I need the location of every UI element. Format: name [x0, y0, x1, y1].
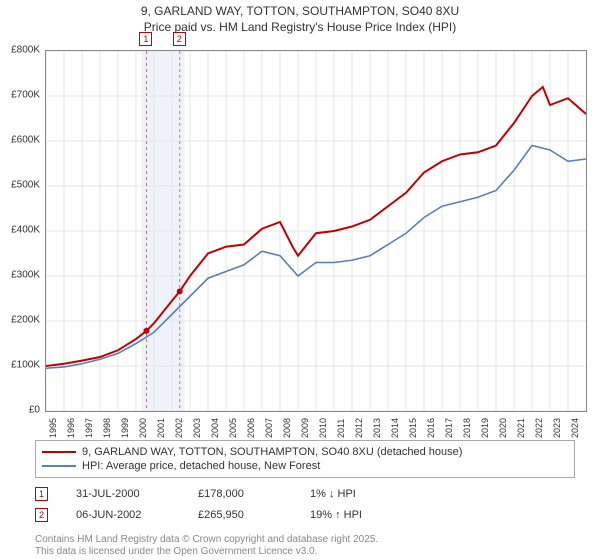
transaction-date-2: 06-JUN-2002 — [76, 509, 176, 521]
x-tick-label: 2005 — [228, 418, 238, 438]
y-tick-label: £600K — [11, 135, 40, 146]
legend-label-price-paid: 9, GARLAND WAY, TOTTON, SOUTHAMPTON, SO4… — [82, 446, 462, 458]
transaction-delta-2: 19% ↑ HPI — [310, 509, 400, 521]
x-tick-label: 2016 — [426, 418, 436, 438]
transaction-delta-1: 1% ↓ HPI — [310, 488, 400, 500]
x-tick-label: 2006 — [246, 418, 256, 438]
x-tick-label: 2023 — [552, 418, 562, 438]
price-marker: 1 — [139, 32, 152, 46]
transaction-price-1: £178,000 — [198, 488, 288, 500]
y-tick-label: £500K — [11, 180, 40, 191]
x-tick-label: 2022 — [534, 418, 544, 438]
credit-line-2: This data is licensed under the Open Gov… — [35, 546, 317, 557]
legend-swatch-price-paid — [42, 451, 76, 453]
legend: 9, GARLAND WAY, TOTTON, SOUTHAMPTON, SO4… — [35, 440, 575, 478]
legend-item-price-paid: 9, GARLAND WAY, TOTTON, SOUTHAMPTON, SO4… — [42, 445, 568, 459]
x-tick-label: 2004 — [210, 418, 220, 438]
x-tick-label: 2001 — [156, 418, 166, 438]
y-tick-label: £300K — [11, 270, 40, 281]
plot-area — [45, 50, 587, 412]
x-tick-label: 1996 — [66, 418, 76, 438]
title-line-1: 9, GARLAND WAY, TOTTON, SOUTHAMPTON, SO4… — [141, 4, 459, 18]
x-tick-label: 2009 — [300, 418, 310, 438]
transaction-marker-1: 1 — [35, 487, 48, 501]
title-line-2: Price paid vs. HM Land Registry's House … — [144, 20, 456, 34]
y-tick-label: £0 — [29, 405, 40, 416]
x-tick-label: 2019 — [480, 418, 490, 438]
x-tick-label: 2008 — [282, 418, 292, 438]
x-tick-label: 2007 — [264, 418, 274, 438]
x-tick-label: 2015 — [408, 418, 418, 438]
x-tick-label: 2003 — [192, 418, 202, 438]
transaction-row-2: 2 06-JUN-2002 £265,950 19% ↑ HPI — [35, 508, 575, 522]
y-tick-label: £400K — [11, 225, 40, 236]
y-tick-label: £800K — [11, 45, 40, 56]
x-tick-label: 1997 — [84, 418, 94, 438]
legend-swatch-hpi — [42, 465, 76, 467]
chart-title: 9, GARLAND WAY, TOTTON, SOUTHAMPTON, SO4… — [0, 0, 600, 35]
x-tick-label: 2013 — [372, 418, 382, 438]
chart-container: 9, GARLAND WAY, TOTTON, SOUTHAMPTON, SO4… — [0, 0, 600, 560]
x-tick-label: 2000 — [138, 418, 148, 438]
plot-svg — [46, 51, 586, 411]
x-tick-label: 2024 — [570, 418, 580, 438]
x-tick-label: 2012 — [354, 418, 364, 438]
x-tick-label: 1999 — [120, 418, 130, 438]
transaction-marker-2: 2 — [35, 508, 48, 522]
credit-text: Contains HM Land Registry data © Crown c… — [35, 534, 378, 558]
price-marker: 2 — [173, 32, 186, 46]
legend-label-hpi: HPI: Average price, detached house, New … — [82, 460, 320, 472]
credit-line-1: Contains HM Land Registry data © Crown c… — [35, 534, 378, 545]
x-tick-label: 2020 — [498, 418, 508, 438]
legend-item-hpi: HPI: Average price, detached house, New … — [42, 459, 568, 473]
transaction-price-2: £265,950 — [198, 509, 288, 521]
x-tick-label: 2002 — [174, 418, 184, 438]
x-tick-label: 2011 — [336, 419, 346, 438]
y-tick-label: £100K — [11, 360, 40, 371]
transaction-row-1: 1 31-JUL-2000 £178,000 1% ↓ HPI — [35, 487, 575, 501]
x-tick-label: 2017 — [444, 418, 454, 438]
y-tick-label: £700K — [11, 90, 40, 101]
x-tick-label: 1998 — [102, 418, 112, 438]
y-tick-label: £200K — [11, 315, 40, 326]
x-tick-label: 2010 — [318, 418, 328, 438]
x-tick-label: 2018 — [462, 418, 472, 438]
x-tick-label: 1995 — [48, 418, 58, 438]
transaction-date-1: 31-JUL-2000 — [76, 488, 176, 500]
x-tick-label: 2014 — [390, 418, 400, 438]
x-tick-label: 2021 — [516, 418, 526, 438]
